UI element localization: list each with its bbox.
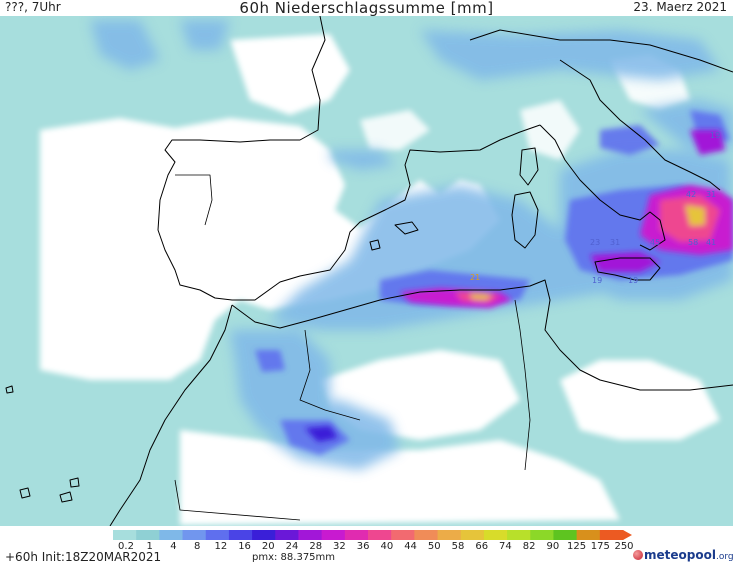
legend-tick-label: 40 xyxy=(380,541,394,552)
pmx-value: pmx: 88.375mm xyxy=(252,552,336,563)
legend-swatch xyxy=(460,530,485,540)
color-scale-legend xyxy=(113,530,632,540)
legend-tick-label: 250 xyxy=(614,541,634,552)
header-date: 23. Maerz 2021 xyxy=(633,0,727,14)
logo-tld: .org xyxy=(715,552,733,562)
map-label: 19 xyxy=(710,131,720,140)
legend-swatch xyxy=(275,530,299,540)
legend-swatch xyxy=(252,530,276,540)
legend-swatch xyxy=(113,530,137,540)
legend-tick-label: 20 xyxy=(261,541,275,552)
legend-swatch xyxy=(391,530,415,540)
legend-tick-label: 16 xyxy=(238,541,251,552)
map-label: 21 xyxy=(470,273,480,282)
logo-dot-icon xyxy=(633,550,643,560)
legend-swatch xyxy=(530,530,554,540)
map-label: 31 xyxy=(610,238,620,247)
map-label: 19 xyxy=(592,276,602,285)
meteopool-logo: meteopool.org xyxy=(633,548,733,562)
legend-tick-label: 175 xyxy=(590,541,610,552)
coastlines xyxy=(5,16,733,526)
legend-tick-label: 58 xyxy=(451,541,465,552)
legend-tick-label: 66 xyxy=(475,541,489,552)
legend-tick-label: 50 xyxy=(427,541,441,552)
legend-tick-label: 0.2 xyxy=(118,541,134,552)
legend-swatch xyxy=(136,530,160,540)
legend-tick-label: 125 xyxy=(567,541,587,552)
map-label: 23 xyxy=(590,238,600,247)
map-label: 58 xyxy=(688,238,698,247)
legend-swatch xyxy=(344,530,369,540)
legend-tick-label: 82 xyxy=(522,541,536,552)
map-label: 41 xyxy=(706,238,716,247)
legend-swatch xyxy=(507,530,531,540)
legend-tick-label: 44 xyxy=(404,541,417,552)
header-forecast-time: ???, 7Uhr xyxy=(5,0,61,14)
run-init-text: +60h Init:18Z20MAR2021 xyxy=(5,550,162,564)
legend-swatch xyxy=(321,530,346,540)
map-label: 45 xyxy=(650,238,660,247)
legend-swatch xyxy=(368,530,392,540)
legend-swatch xyxy=(298,530,323,540)
map-label: 42 xyxy=(686,190,696,199)
legend-tick-label: 74 xyxy=(499,541,512,552)
legend-swatch xyxy=(483,530,508,540)
legend-arrow-icon xyxy=(623,530,632,540)
legend-tick-label: 32 xyxy=(333,541,346,552)
legend-swatch xyxy=(414,530,439,540)
legend-tick-label: 8 xyxy=(193,541,201,552)
legend-tick-label: 12 xyxy=(214,541,228,552)
map-label: 31 xyxy=(706,190,716,199)
map-label: 19 xyxy=(628,276,638,285)
legend-swatch xyxy=(205,530,230,540)
map-value-labels: 21 19 31 45 58 41 19 23 31 42 19 xyxy=(470,131,720,285)
legend-tick-label: 24 xyxy=(285,541,299,552)
legend-tick-label: 4 xyxy=(170,541,177,552)
legend-tick-label: 90 xyxy=(546,541,560,552)
legend-tick-label: 36 xyxy=(356,541,370,552)
precip-intense-cores xyxy=(305,130,733,442)
legend-swatch xyxy=(159,530,184,540)
legend-tick-label: 1 xyxy=(146,541,153,552)
legend-swatch xyxy=(576,530,601,540)
precipitation-map: 21 19 31 45 58 41 19 23 31 42 19 xyxy=(0,16,733,526)
legend-swatch xyxy=(553,530,578,540)
legend-swatch xyxy=(599,530,624,540)
legend-tick-label: 28 xyxy=(309,541,323,552)
logo-name: meteopool xyxy=(644,548,716,562)
legend-swatch xyxy=(437,530,462,540)
map-title: 60h Niederschlagssumme [mm] xyxy=(239,0,494,17)
legend-swatch xyxy=(182,530,207,540)
legend-swatch xyxy=(228,530,253,540)
